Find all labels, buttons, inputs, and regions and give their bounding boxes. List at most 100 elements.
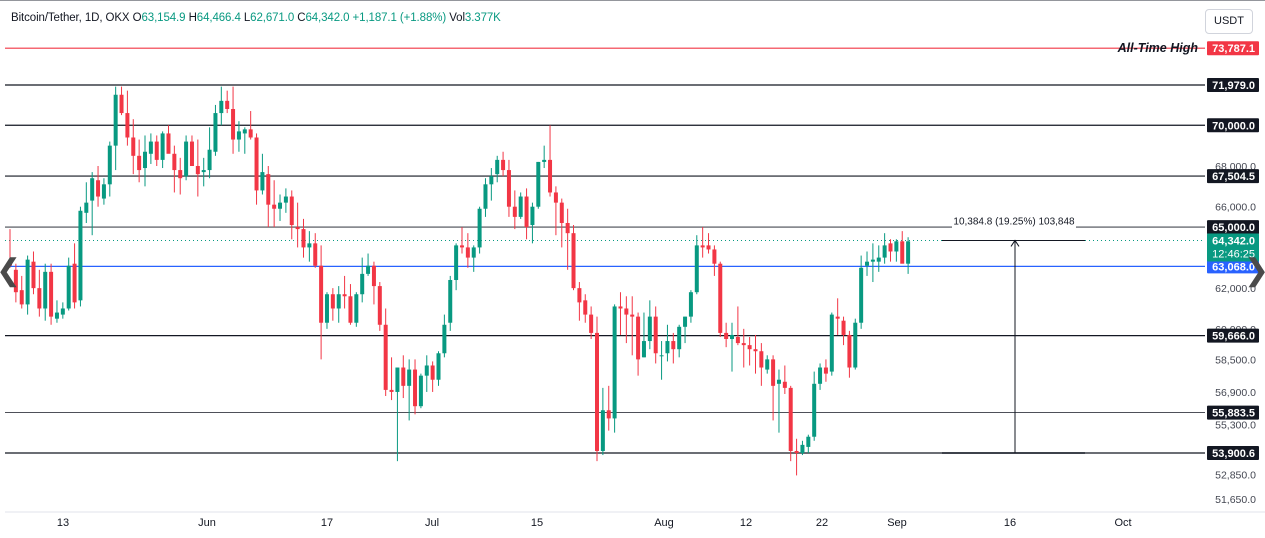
candle-body xyxy=(876,257,881,262)
candle-body xyxy=(841,320,846,335)
time-tick: Jun xyxy=(198,517,216,529)
price-tick: 62,000.0 xyxy=(1215,283,1256,295)
candle-body xyxy=(436,353,441,380)
candle-body xyxy=(788,387,793,451)
candle-body xyxy=(506,170,511,207)
candle-body xyxy=(823,367,828,374)
candle-body xyxy=(160,133,165,160)
level-price-label: 63,068.0 xyxy=(1212,261,1255,273)
candle-body xyxy=(72,263,77,303)
candle-body xyxy=(189,141,194,166)
candle-body xyxy=(389,389,394,392)
candle-body xyxy=(101,184,106,199)
candle-body xyxy=(166,133,171,154)
candle-body xyxy=(765,359,770,370)
candle-body xyxy=(113,94,118,146)
symbol-title[interactable]: Bitcoin/Tether, 1D, OKX xyxy=(11,12,130,24)
candle-body xyxy=(330,294,335,309)
candle-body xyxy=(248,129,253,138)
scroll-right-icon[interactable]: ❯ xyxy=(1244,256,1265,286)
candle-body xyxy=(90,178,95,201)
candle-body xyxy=(865,261,870,266)
scroll-left-icon[interactable]: ❮ xyxy=(0,256,21,286)
candle-body xyxy=(741,343,746,346)
candle-body xyxy=(289,196,294,226)
level-price-label: 65,000.0 xyxy=(1212,222,1255,234)
candle-body xyxy=(201,170,206,173)
candle-body xyxy=(266,174,271,205)
candle-body xyxy=(283,196,288,203)
time-tick: 16 xyxy=(1004,517,1016,529)
support-resistance-levels: All-Time High xyxy=(5,41,1205,454)
candle-body xyxy=(125,113,130,138)
candle-body xyxy=(847,334,852,368)
candle-body xyxy=(536,161,541,207)
candles xyxy=(8,86,911,476)
candle-body xyxy=(319,265,324,323)
currency-button[interactable]: USDT xyxy=(1205,9,1253,34)
change-value: +1,187.1 (+1.88%) xyxy=(352,12,447,24)
candle-body xyxy=(207,149,212,171)
volume-value: 3.377K xyxy=(464,12,501,24)
candle-body xyxy=(219,100,224,114)
time-tick: Aug xyxy=(654,517,674,529)
level-price-label: 55,883.5 xyxy=(1212,408,1255,420)
candle-body xyxy=(870,259,875,262)
candle-body xyxy=(671,341,676,350)
candle-body xyxy=(8,261,12,266)
candle-body xyxy=(454,245,459,280)
candle-body xyxy=(324,294,329,323)
candle-body xyxy=(43,271,48,309)
candle-body xyxy=(225,100,230,109)
measure-tool[interactable]: 10,384.8 (19.25%) 103,848 xyxy=(942,212,1085,454)
candle-body xyxy=(553,192,558,203)
candle-body xyxy=(395,367,400,392)
time-tick: 17 xyxy=(321,517,333,529)
level-price-label-bg xyxy=(1207,41,1259,56)
candle-body xyxy=(236,131,241,140)
level-price-label-bg xyxy=(1207,118,1259,133)
countdown-label: 12:46:25 xyxy=(1212,248,1255,260)
measure-label: 10,384.8 (19.25%) 103,848 xyxy=(953,216,1075,227)
candle-body xyxy=(565,222,570,234)
candle-body xyxy=(66,265,71,309)
candle-body xyxy=(260,172,265,191)
candle-body xyxy=(559,202,564,223)
price-tick: 58,500.0 xyxy=(1215,354,1256,366)
candle-body xyxy=(712,249,717,264)
measure-label-bg xyxy=(952,212,1076,229)
candle-body xyxy=(184,141,189,177)
price-tick: 56,900.0 xyxy=(1215,387,1256,399)
candle-body xyxy=(448,279,453,323)
candle-body xyxy=(54,312,59,319)
time-tick: 22 xyxy=(816,517,828,529)
candle-body xyxy=(471,247,476,258)
close-value: 64,342.0 xyxy=(305,12,350,24)
candle-body xyxy=(683,316,688,327)
level-price-label-bg xyxy=(1207,446,1259,460)
candle-body xyxy=(518,196,523,217)
open-value: 63,154.9 xyxy=(141,12,186,24)
time-axis: 13 Jun 17 Jul 15 Aug 12 22 Sep 16 Oct xyxy=(57,517,1132,529)
candle-body xyxy=(413,369,418,407)
candle-body xyxy=(800,444,805,454)
candle-body xyxy=(771,359,776,386)
time-tick: 15 xyxy=(531,517,543,529)
candle-body xyxy=(383,324,388,390)
candle-body xyxy=(829,314,834,372)
candle-body xyxy=(49,271,54,317)
candle-body xyxy=(231,108,236,140)
time-tick: 13 xyxy=(57,517,69,529)
candle-body xyxy=(137,155,142,171)
candle-body xyxy=(548,159,553,193)
candle-body xyxy=(477,208,482,248)
candle-body xyxy=(254,137,259,191)
candle-body xyxy=(313,243,318,266)
measure-arrow xyxy=(1010,239,1020,247)
candle-body xyxy=(730,334,735,340)
candle-body xyxy=(706,245,711,250)
candle-body xyxy=(653,316,658,354)
candle-body xyxy=(735,336,740,344)
candle-body xyxy=(618,306,623,309)
